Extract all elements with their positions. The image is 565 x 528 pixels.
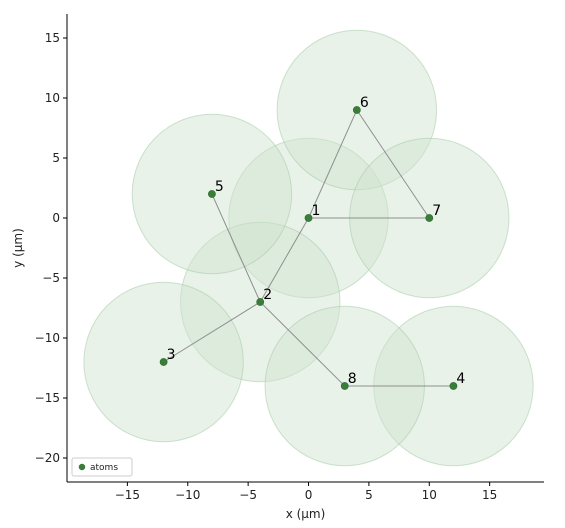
x-tick-label: 0 xyxy=(305,488,313,502)
atom-labels: 1 2 3 4 5 6 7 8 xyxy=(167,95,466,387)
atom-label-5: 5 xyxy=(215,179,224,195)
atom-label-2: 2 xyxy=(263,287,272,303)
atom-label-3: 3 xyxy=(167,347,176,363)
atom-point-1 xyxy=(304,214,313,222)
atom-point-4 xyxy=(449,382,458,390)
atom-points xyxy=(159,106,458,390)
x-tick-label: −5 xyxy=(239,488,257,502)
y-tick-label: −5 xyxy=(42,271,60,285)
bond-6-7 xyxy=(356,109,430,219)
legend-box xyxy=(71,457,133,477)
atom-label-1: 1 xyxy=(312,203,321,219)
atom-point-2 xyxy=(256,298,265,306)
x-tick-label: 5 xyxy=(365,488,373,502)
x-axis-label: x (µm) xyxy=(286,507,326,521)
atom-point-3 xyxy=(159,358,168,366)
x-tick-label: 10 xyxy=(422,488,437,502)
bond-1-2 xyxy=(259,217,309,303)
y-tick-label: −15 xyxy=(35,391,60,405)
bond-1-6 xyxy=(308,109,358,219)
x-tick-label: 15 xyxy=(482,488,497,502)
atom-point-6 xyxy=(352,106,361,114)
y-tick-label: 0 xyxy=(52,211,60,225)
atom-point-7 xyxy=(425,214,434,222)
bond-2-8 xyxy=(259,301,346,387)
bond-3-2 xyxy=(163,301,261,363)
legend-entry: atoms xyxy=(90,463,118,473)
y-tick-label: 10 xyxy=(45,91,60,105)
legend-marker xyxy=(78,463,86,471)
y-axis-label: y (µm) xyxy=(11,228,25,268)
bond-5-2 xyxy=(211,193,261,303)
blockade-disks xyxy=(83,29,534,467)
atom-label-7: 7 xyxy=(432,203,441,219)
atom-point-5 xyxy=(208,190,216,198)
y-tick-label: −10 xyxy=(35,331,60,345)
y-tick-label: 15 xyxy=(45,31,60,45)
atom-point-8 xyxy=(340,382,349,390)
x-tick-label: −10 xyxy=(175,488,200,502)
atom-label-6: 6 xyxy=(360,95,369,111)
atom-label-4: 4 xyxy=(456,371,465,387)
atom-label-8: 8 xyxy=(348,371,357,387)
x-tick-label: −15 xyxy=(115,488,140,502)
y-tick-label: 5 xyxy=(52,151,60,165)
bonds xyxy=(163,109,454,387)
legend: atoms xyxy=(71,457,133,477)
y-tick-label: −20 xyxy=(35,451,60,465)
